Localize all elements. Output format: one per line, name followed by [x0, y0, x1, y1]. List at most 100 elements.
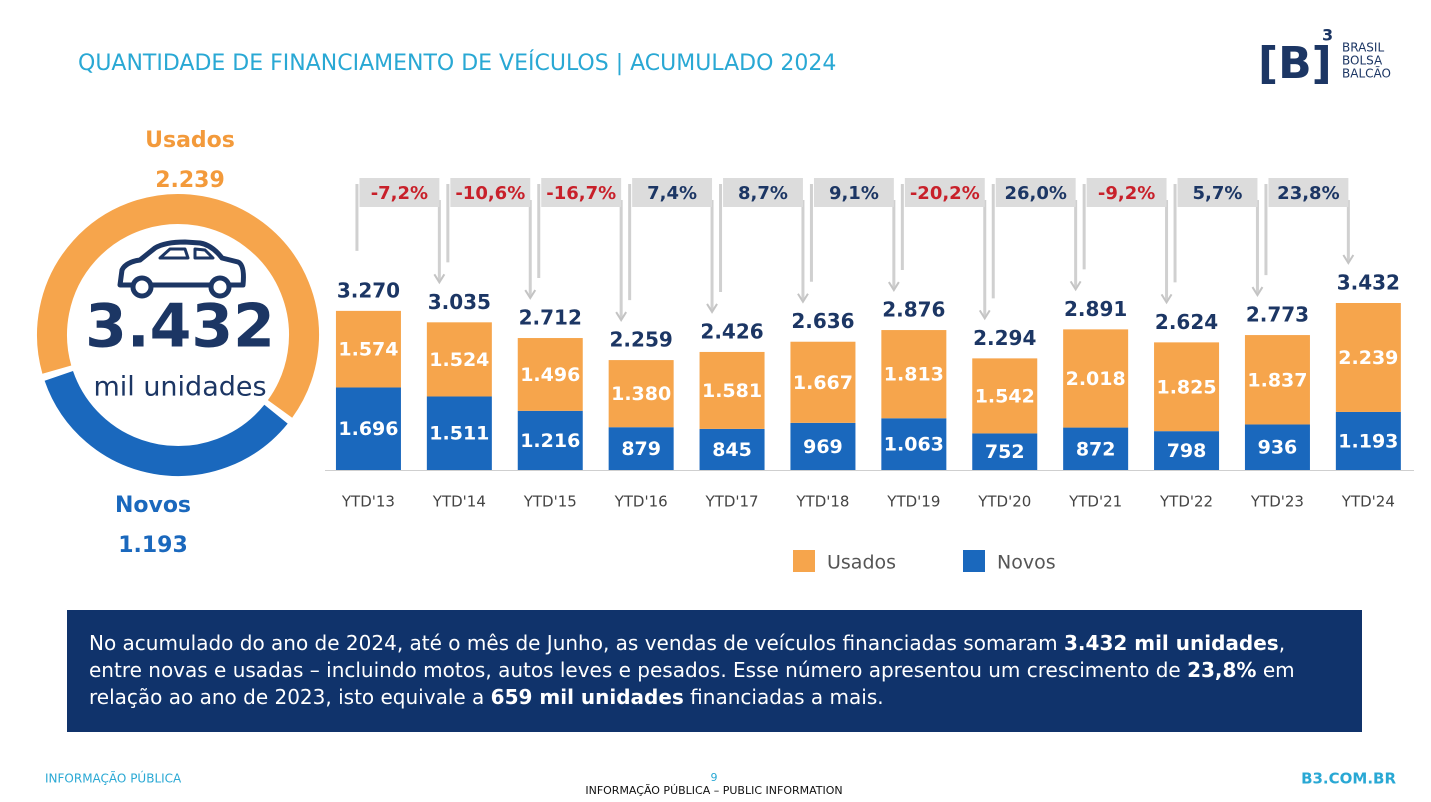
- segment-label: 1.063: [884, 434, 944, 456]
- growth-indicator: 7,4%: [628, 178, 718, 314]
- growth-box: [1268, 178, 1349, 207]
- growth-label: 8,7%: [738, 183, 788, 204]
- bar-segment: [790, 422, 856, 470]
- bar-segment: [881, 330, 947, 419]
- total-label: 2.876: [882, 298, 945, 322]
- legend-swatch: [963, 550, 985, 572]
- growth-indicator: 26,0%: [991, 178, 1082, 299]
- growth-label: -7,2%: [371, 183, 428, 204]
- x-tick-label: YTD'21: [1068, 493, 1122, 511]
- x-tick-label: YTD'15: [523, 493, 577, 511]
- logo-mark: [B]: [1258, 38, 1332, 89]
- growth-indicator: 5,7%: [1173, 178, 1264, 297]
- arrow-head: [888, 281, 900, 292]
- bar-segment: [1244, 424, 1310, 470]
- arrow-head: [978, 309, 991, 321]
- x-tick-label: YTD'24: [1341, 493, 1395, 511]
- growth-box: [813, 178, 894, 207]
- growth-label: 9,1%: [829, 183, 879, 204]
- growth-box: [723, 178, 803, 207]
- bar-segment: [1154, 342, 1220, 432]
- total-label: 3.035: [428, 290, 491, 314]
- growth-indicator: -7,2%: [355, 178, 446, 285]
- donut-unit: mil unidades: [93, 372, 266, 403]
- x-tick-label: YTD'14: [432, 493, 486, 511]
- logo-superscript: 3: [1322, 26, 1333, 45]
- bar-segment: [972, 358, 1038, 434]
- bar-segment: [608, 427, 674, 470]
- arrow-head: [433, 273, 446, 285]
- growth-indicator: -10,6%: [446, 178, 537, 300]
- donut-segment: [44, 370, 288, 476]
- growth-box: [359, 178, 440, 207]
- logo-line: BRASIL: [1342, 41, 1384, 55]
- bar-segment: [517, 338, 583, 411]
- segment-label: 1.837: [1247, 369, 1307, 391]
- legend-label: Novos: [997, 552, 1056, 574]
- growth-label: -20,2%: [910, 183, 980, 204]
- segment-label: 845: [712, 439, 752, 461]
- segment-label: 1.696: [338, 418, 398, 440]
- segment-label: 1.524: [429, 349, 489, 371]
- growth-box: [1177, 178, 1258, 207]
- bar-segment: [517, 410, 583, 470]
- total-label: 2.259: [610, 328, 673, 352]
- arrow-head: [1069, 280, 1082, 292]
- segment-label: 969: [803, 436, 843, 458]
- x-tick-label: YTD'17: [705, 493, 759, 511]
- bar-segment: [608, 360, 674, 428]
- summary-box: No acumulado do ano de 2024, até o mês d…: [67, 610, 1362, 732]
- x-tick-label: YTD'16: [614, 493, 668, 511]
- growth-label: 23,8%: [1277, 183, 1339, 204]
- growth-indicator: -9,2%: [1082, 178, 1173, 305]
- segment-label: 1.581: [702, 380, 762, 402]
- summary-text: No acumulado do ano de 2024, até o mês d…: [89, 631, 1065, 655]
- growth-label: 26,0%: [1004, 183, 1066, 204]
- total-label: 2.636: [791, 309, 854, 333]
- segment-label: 872: [1076, 438, 1116, 460]
- segment-label: 1.542: [975, 385, 1035, 407]
- total-label: 3.270: [337, 278, 400, 302]
- growth-indicator: 23,8%: [1264, 178, 1355, 276]
- arrow-head: [524, 289, 537, 300]
- arrow-head: [1251, 286, 1264, 297]
- donut-segment: [37, 194, 319, 418]
- growth-box: [541, 178, 622, 207]
- growth-label: -9,2%: [1098, 183, 1155, 204]
- bar-segment: [1335, 411, 1401, 470]
- segment-label: 1.216: [520, 430, 580, 452]
- arrow-head: [797, 293, 809, 304]
- summary-emphasis: 659 mil unidades: [490, 685, 684, 709]
- x-tick-label: YTD'22: [1159, 493, 1213, 511]
- growth-box: [632, 178, 713, 207]
- segment-label: 2.239: [1338, 347, 1398, 369]
- total-label: 2.294: [973, 326, 1036, 350]
- donut-value: 1.193: [118, 533, 188, 558]
- total-label: 2.891: [1064, 297, 1127, 321]
- segment-label: 1.813: [884, 364, 944, 386]
- growth-box: [904, 178, 985, 207]
- bar-segment: [335, 310, 401, 388]
- logo-line: BALCÃO: [1342, 66, 1391, 81]
- segment-label: 1.511: [429, 423, 489, 445]
- segment-label: 1.380: [611, 383, 671, 405]
- bar-segment: [1063, 427, 1129, 470]
- arrow-head: [706, 303, 718, 314]
- growth-box: [995, 178, 1076, 207]
- summary-text: , entre novas e usadas – incluindo motos…: [89, 631, 1286, 682]
- growth-indicator: 8,7%: [719, 178, 809, 304]
- summary-emphasis: 23,8%: [1187, 658, 1257, 682]
- bar-segment: [972, 433, 1038, 470]
- arrow-head: [1342, 254, 1355, 265]
- x-tick-label: YTD'13: [341, 493, 395, 511]
- summary-text: em relação ao ano de 2023, isto equivale…: [89, 658, 1295, 709]
- logo-line: BOLSA: [1342, 54, 1383, 68]
- slide-title: QUANTIDADE DE FINANCIAMENTO DE VEÍCULOS …: [78, 50, 836, 76]
- segment-label: 752: [985, 441, 1025, 463]
- segment-label: 1.496: [520, 364, 580, 386]
- growth-label: 7,4%: [647, 183, 697, 204]
- segment-label: 1.574: [338, 339, 398, 361]
- legend-label: Usados: [827, 552, 896, 574]
